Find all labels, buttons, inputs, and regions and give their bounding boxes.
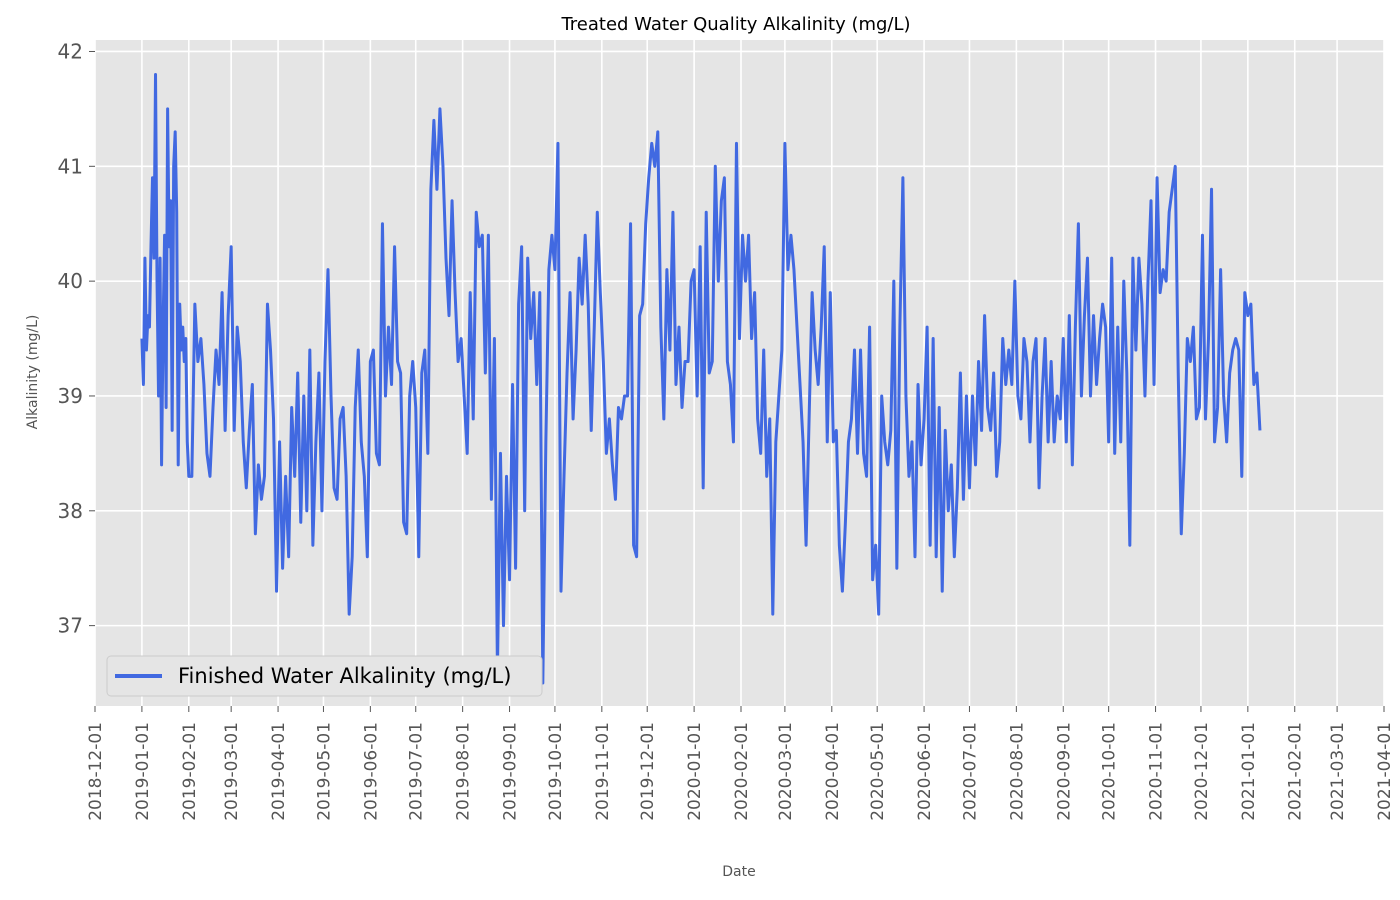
y-tick-label: 42 (58, 39, 83, 63)
x-tick-label: 2019-08-01 (454, 722, 474, 821)
series-line-alkalinity (140, 72, 1262, 685)
y-tick-label: 37 (58, 614, 83, 638)
y-tick-label: 40 (58, 269, 83, 293)
legend-box (106, 655, 543, 697)
x-tick-label: 2019-06-01 (361, 722, 381, 821)
plot-background (95, 40, 1384, 706)
x-tick-label: 2020-02-01 (732, 722, 752, 821)
x-tick-label: 2020-12-01 (1192, 722, 1212, 821)
axes: 37 38 39 40 41 42 2018-12-01 2019-01-01 2019-02-… (58, 39, 1395, 820)
x-tick-label: 2019-02-01 (180, 722, 200, 821)
y-axis-label: Alkalinity (mg/L) (25, 315, 41, 430)
x-tick-label: 2019-04-01 (269, 722, 289, 821)
x-tick-label: 2020-06-01 (915, 722, 935, 821)
x-tick-label: 2019-05-01 (314, 722, 334, 821)
x-tick-label: 2020-03-01 (776, 722, 796, 821)
x-tick-label: 2021-02-01 (1286, 722, 1306, 821)
x-axis-label: Date (722, 864, 755, 880)
x-tick-label: 2020-07-01 (960, 722, 980, 821)
x-tick-label: 2019-07-01 (407, 722, 427, 821)
x-tick-label: 2018-12-01 (86, 722, 106, 821)
x-tick-label: 2019-10-01 (546, 722, 566, 821)
x-tick-label: 2021-04-01 (1375, 722, 1395, 821)
y-tick-label: 39 (58, 384, 83, 408)
legend: Finished Water Alkalinity (mg/L) (106, 655, 543, 697)
x-tick-label: 2019-12-01 (638, 722, 658, 821)
series-layer (140, 72, 1262, 685)
x-tick-label: 2019-01-01 (133, 722, 153, 821)
x-tick-label: 2019-09-01 (501, 722, 521, 821)
x-tick-label: 2020-08-01 (1007, 722, 1027, 821)
x-tick-label: 2020-10-01 (1100, 722, 1120, 821)
x-tick-label: 2019-11-01 (593, 722, 613, 821)
x-tick-label: 2019-03-01 (222, 722, 242, 821)
y-tick-label: 38 (58, 499, 83, 523)
x-tick-label: 2020-05-01 (868, 722, 888, 821)
x-tick-label: 2021-01-01 (1239, 722, 1259, 821)
x-tick-label: 2021-03-01 (1328, 722, 1348, 821)
x-tick-label: 2020-11-01 (1147, 722, 1167, 821)
x-tick-label: 2020-01-01 (685, 722, 705, 821)
y-tick-label: 41 (58, 154, 83, 178)
legend-label: Finished Water Alkalinity (mg/L) (178, 664, 511, 688)
x-tick-label: 2020-09-01 (1054, 722, 1074, 821)
x-tick-label: 2020-04-01 (823, 722, 843, 821)
chart-title: Treated Water Quality Alkalinity (mg/L) (560, 14, 910, 35)
